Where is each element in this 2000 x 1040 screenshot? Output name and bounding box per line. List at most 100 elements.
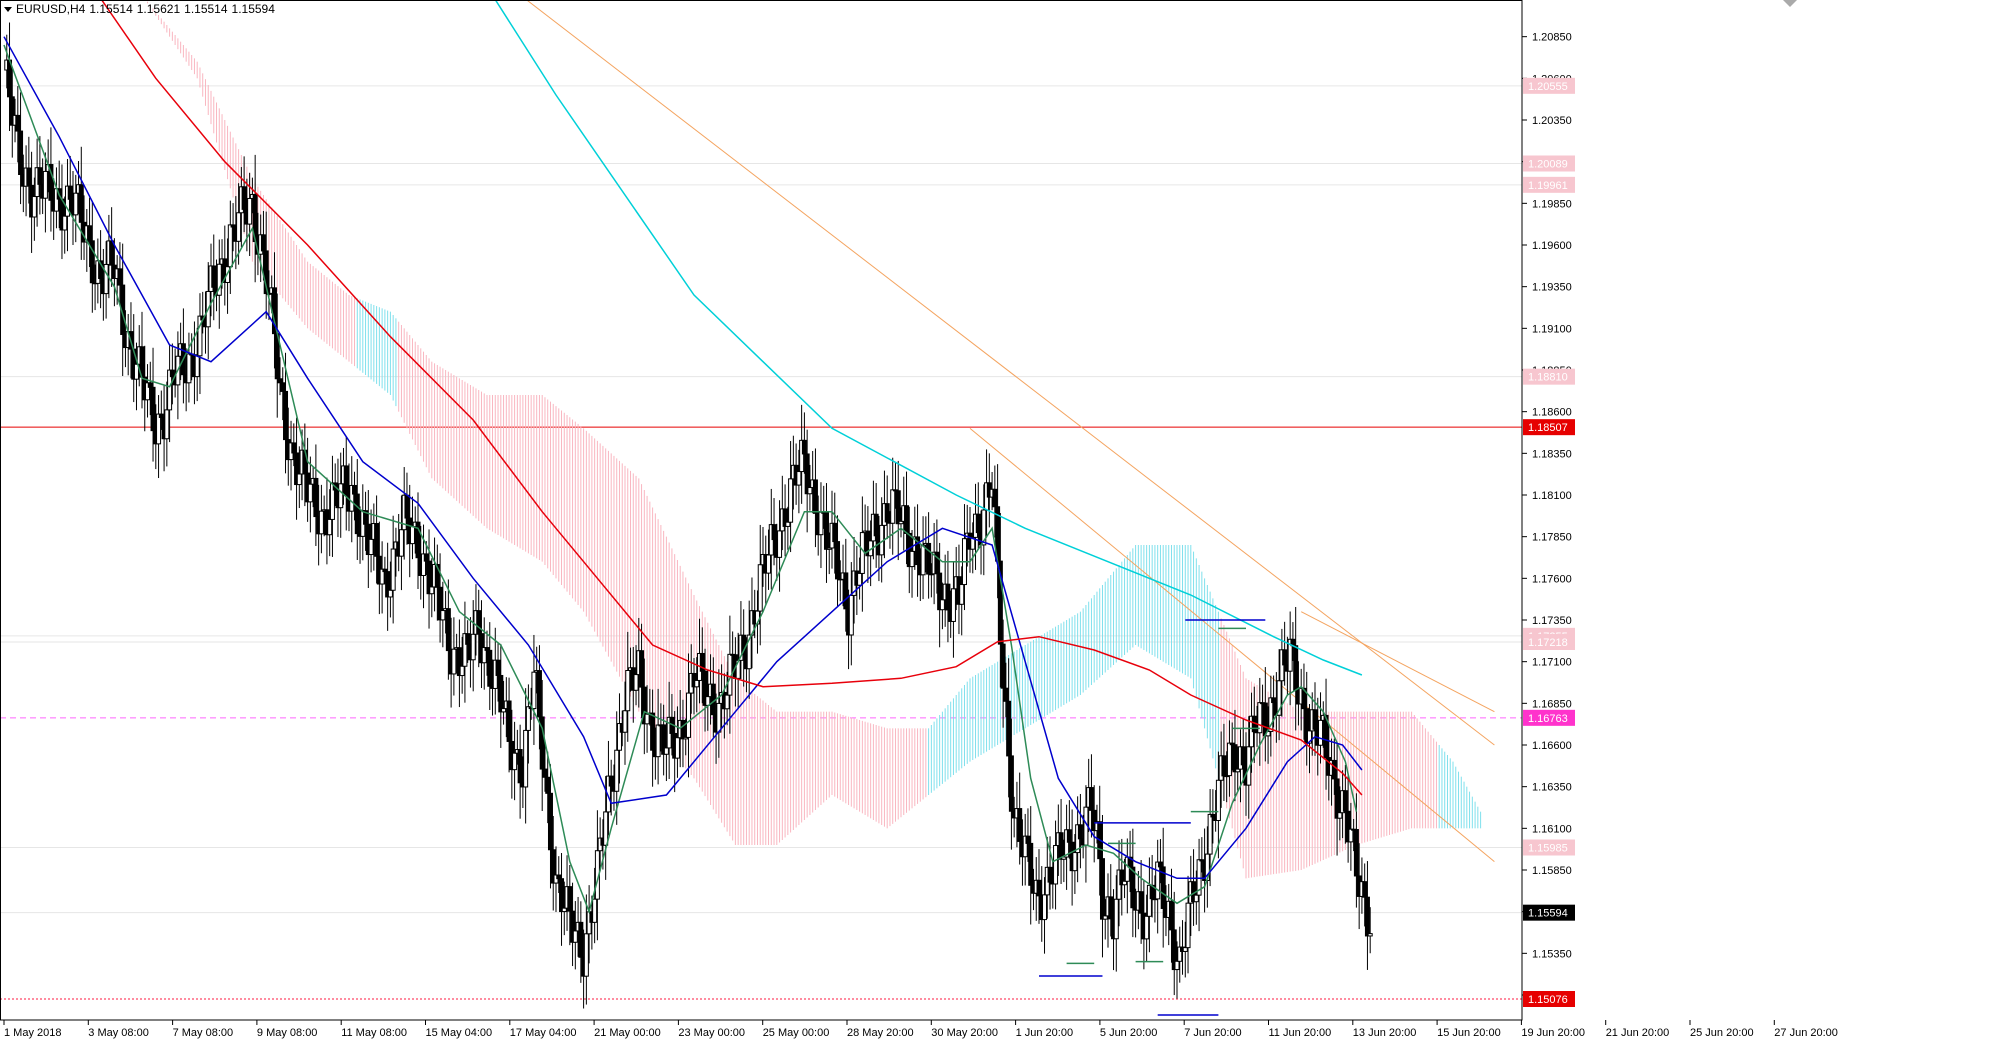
candle-body	[771, 524, 777, 541]
plot-frame	[0, 0, 1523, 1021]
candle	[542, 739, 548, 792]
candle	[570, 882, 576, 967]
candle	[920, 516, 926, 600]
candle	[296, 446, 302, 509]
candle-body	[379, 568, 385, 585]
candle-body	[266, 292, 272, 295]
candle-body	[283, 390, 289, 441]
x-tick-label: 17 May 04:00	[510, 1027, 577, 1039]
candle	[1130, 828, 1136, 938]
candle-body	[1207, 813, 1213, 855]
candle	[539, 679, 545, 812]
candle	[857, 557, 863, 600]
candle-body	[352, 484, 358, 495]
price-label-text: 1.18810	[1528, 372, 1568, 384]
candle	[1334, 741, 1340, 856]
price-label-text: 1.15076	[1528, 994, 1568, 1006]
price-label-text: 1.16763	[1528, 713, 1568, 725]
candle-body	[1061, 856, 1067, 860]
price-label-box	[1523, 368, 1575, 385]
candle-body	[103, 263, 109, 295]
candle-body	[1138, 891, 1144, 914]
candle	[294, 417, 300, 520]
candle-body	[382, 568, 388, 573]
candle	[512, 721, 518, 801]
candle	[338, 452, 344, 538]
candle	[801, 412, 807, 474]
candle	[429, 558, 435, 618]
candle-body	[539, 716, 545, 770]
candle-body	[421, 553, 427, 576]
y-tick-label: 1.20850	[1532, 32, 1572, 44]
candle	[1323, 678, 1329, 790]
candle	[1342, 765, 1348, 844]
candle-body	[766, 554, 772, 574]
candle	[1177, 926, 1183, 983]
candle-body	[1193, 894, 1199, 903]
candle-body	[1348, 828, 1354, 843]
candle-body	[550, 849, 556, 884]
candle-body	[542, 768, 548, 778]
candle	[559, 853, 565, 946]
candle	[633, 645, 639, 706]
candle	[382, 556, 388, 585]
candle-body	[1226, 742, 1232, 777]
y-tick-label: 1.20350	[1532, 115, 1572, 127]
candle-body	[605, 775, 611, 813]
candle-body	[832, 522, 838, 543]
price-label-box	[1523, 634, 1575, 650]
candle	[465, 620, 471, 663]
candle-body	[1088, 787, 1094, 811]
candle-body	[263, 250, 269, 295]
candle-body	[313, 477, 319, 518]
x-tick-label: 11 May 08:00	[341, 1027, 407, 1039]
candle	[1367, 907, 1373, 954]
candle-body	[501, 708, 507, 713]
candle-body	[1144, 915, 1150, 940]
candle	[674, 706, 680, 778]
candle-body	[415, 521, 421, 559]
candle	[804, 429, 810, 533]
candle	[1155, 839, 1161, 934]
candle-body	[211, 265, 217, 288]
candle	[236, 183, 242, 265]
candle-body	[1323, 714, 1329, 759]
candle	[523, 688, 529, 824]
candle-body	[78, 184, 84, 223]
candle-body	[9, 96, 15, 126]
candle-body	[1028, 842, 1034, 886]
candle-body	[608, 775, 614, 787]
candle-body	[280, 382, 286, 392]
candle	[484, 630, 490, 676]
candle	[329, 455, 335, 557]
candle	[150, 347, 156, 462]
candle	[1088, 754, 1094, 838]
candle	[164, 381, 170, 467]
candle	[826, 532, 832, 575]
candle-body	[583, 933, 589, 977]
candle	[280, 367, 286, 421]
x-tick-label: 19 Jun 20:00	[1521, 1027, 1585, 1039]
candle-body	[1334, 778, 1340, 819]
dropdown-arrow-icon[interactable]	[4, 7, 12, 13]
y-tick-label: 1.18350	[1532, 448, 1572, 460]
price-label-text: 1.20089	[1528, 159, 1568, 171]
candle	[1008, 718, 1014, 850]
candle	[1304, 671, 1310, 766]
candle	[48, 127, 54, 232]
candle-body	[567, 886, 573, 912]
candle-body	[15, 114, 21, 132]
candle-body	[777, 530, 783, 558]
candle-body	[517, 749, 523, 784]
candle	[848, 562, 854, 666]
y-tick-label: 1.18100	[1532, 490, 1572, 502]
candle-body	[429, 586, 435, 595]
candle	[525, 684, 531, 764]
candle	[495, 643, 501, 702]
y-tick-label: 1.17100	[1532, 657, 1572, 669]
candle	[884, 475, 890, 540]
candle-body	[164, 409, 170, 440]
candle-body	[398, 529, 404, 557]
y-tick-label: 1.15350	[1532, 948, 1572, 960]
